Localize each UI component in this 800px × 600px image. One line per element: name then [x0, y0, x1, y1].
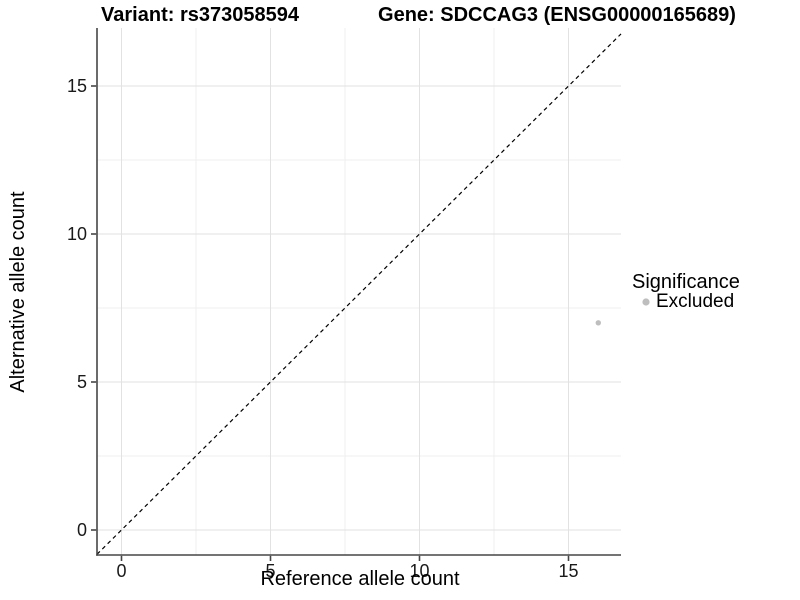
- grid-minor: [97, 28, 621, 555]
- y-tick-label-0: 0: [76, 520, 87, 540]
- x-tick-label-0: 0: [116, 561, 127, 581]
- axis-lines: [96, 28, 621, 556]
- legend-title: Significance: [632, 271, 740, 293]
- tick-marks: [91, 85, 570, 561]
- y-tick-label-5: 5: [76, 372, 87, 392]
- grid-major: [97, 28, 621, 555]
- y-tick-label-10: 10: [66, 224, 87, 244]
- x-tick-label-15: 15: [558, 561, 579, 581]
- x-tick-label-5: 5: [265, 561, 276, 581]
- legend-item-label: Excluded: [656, 291, 735, 312]
- y-tick-label-15: 15: [66, 76, 87, 96]
- data-point: [595, 320, 601, 326]
- y-axis-title: Alternative allele count: [7, 191, 29, 393]
- identity-reference-line: [96, 33, 622, 555]
- legend-key-dot-icon: [642, 298, 650, 306]
- variant-title: Variant: rs373058594: [101, 4, 299, 26]
- x-axis-title: Reference allele count: [260, 568, 460, 590]
- x-tick-label-10: 10: [409, 561, 430, 581]
- gene-title: Gene: SDCCAG3 (ENSG00000165689): [378, 4, 736, 26]
